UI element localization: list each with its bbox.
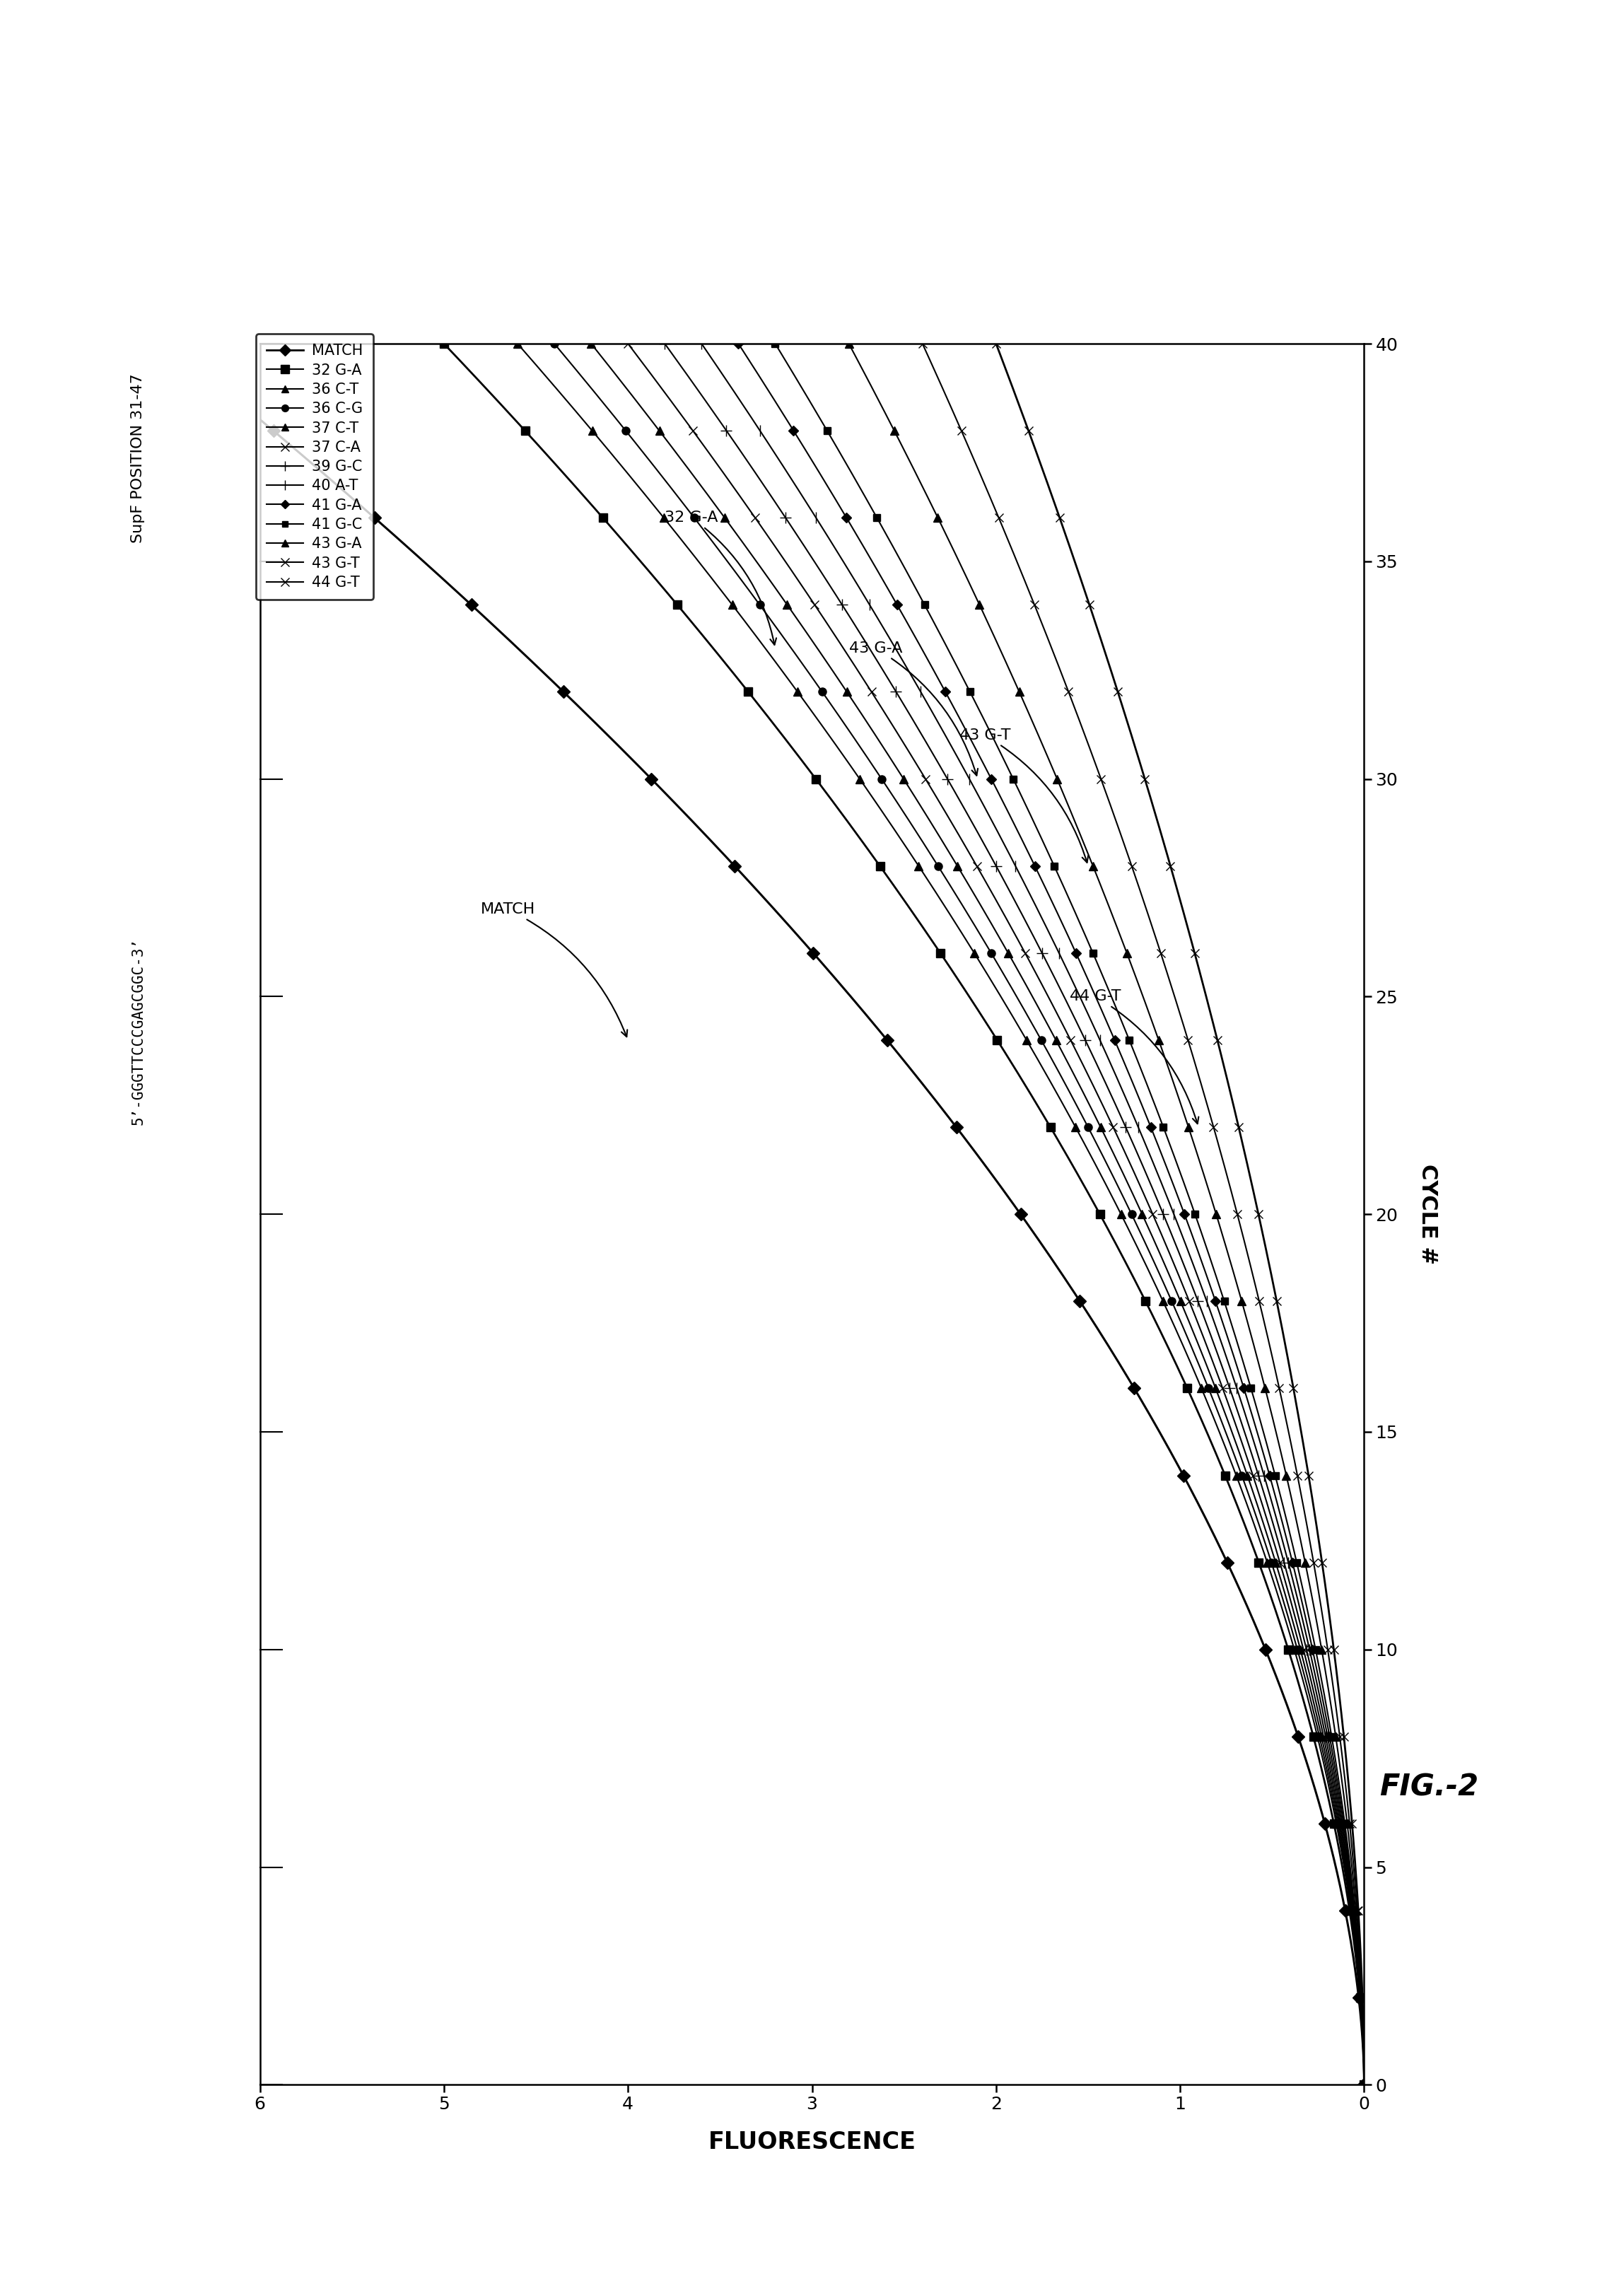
- Text: 5’-GGGTTCCCGAGCGGC-3’: 5’-GGGTTCCCGAGCGGC-3’: [132, 937, 145, 1125]
- Text: 43 G-T: 43 G-T: [960, 729, 1088, 861]
- Y-axis label: CYCLE #: CYCLE #: [1418, 1164, 1439, 1265]
- Text: 43 G-A: 43 G-A: [849, 641, 978, 774]
- Text: 32 G-A: 32 G-A: [664, 511, 776, 644]
- Text: SupF POSITION 31-47: SupF POSITION 31-47: [132, 373, 145, 543]
- Text: FIG.-2: FIG.-2: [1379, 1773, 1479, 1801]
- Legend: MATCH, 32 G-A, 36 C-T, 36 C-G, 37 C-T, 37 C-A, 39 G-C, 40 A-T, 41 G-A, 41 G-C, 4: MATCH, 32 G-A, 36 C-T, 36 C-G, 37 C-T, 3…: [257, 334, 374, 600]
- Text: 44 G-T: 44 G-T: [1070, 990, 1199, 1123]
- Text: MATCH: MATCH: [481, 903, 627, 1038]
- X-axis label: FLUORESCENCE: FLUORESCENCE: [708, 2131, 916, 2154]
